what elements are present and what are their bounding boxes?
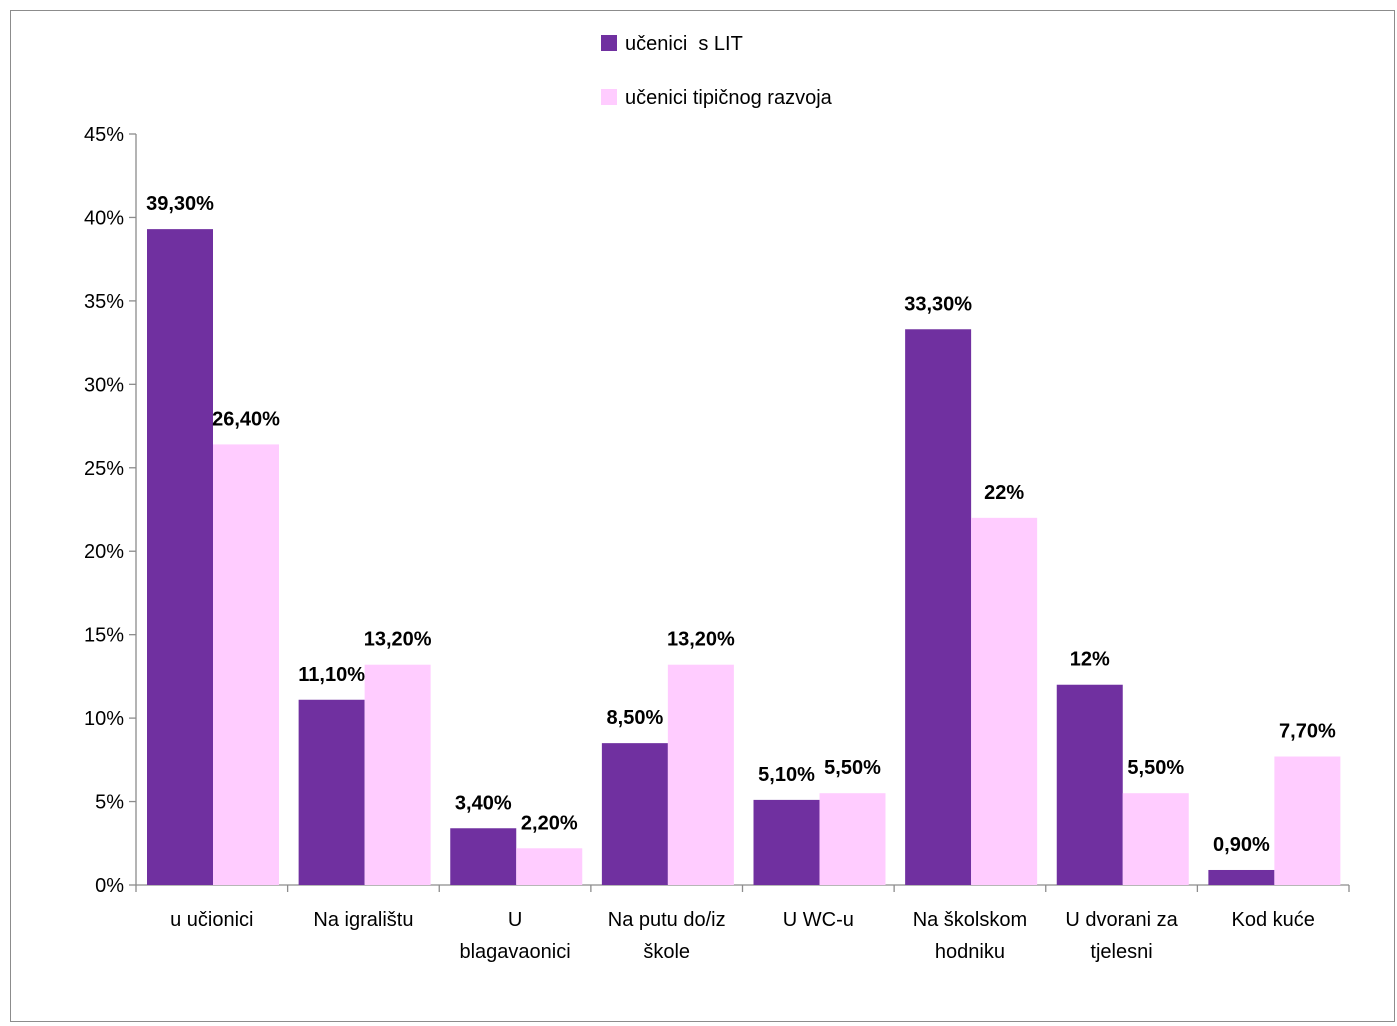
data-label-series-2: 2,20% <box>521 812 578 834</box>
legend: učenici s LIT učenici tipičnog razvoja <box>601 33 833 109</box>
bar-series-1 <box>298 699 365 885</box>
bar-series-2 <box>971 517 1038 885</box>
data-label-series-1: 5,10% <box>758 764 815 786</box>
data-label-series-2: 5,50% <box>824 757 881 779</box>
data-label-series-1: 12% <box>1070 649 1110 671</box>
bar-series-1 <box>1056 684 1123 885</box>
y-tick-label: 20% <box>84 541 124 563</box>
data-label-series-1: 0,90% <box>1213 834 1270 856</box>
bar-series-1 <box>147 229 213 886</box>
x-category-label: Kod kuće <box>1231 909 1314 931</box>
data-label-series-1: 11,10% <box>298 664 365 686</box>
bar-series-1 <box>601 743 668 885</box>
x-category-label: U dvorani za tjelesni <box>1065 909 1178 963</box>
data-label-series-1: 3,40% <box>455 792 512 814</box>
bar-series-2 <box>1274 756 1341 885</box>
data-label-series-2: 13,20% <box>667 629 735 651</box>
data-label-series-2: 22% <box>984 482 1024 504</box>
bar-series-2 <box>819 793 886 885</box>
data-label-series-1: 33,30% <box>904 293 972 315</box>
y-tick-label: 0% <box>95 875 124 897</box>
legend-label-2: učenici tipičnog razvoja <box>625 87 833 109</box>
legend-label-1: učenici s LIT <box>625 33 743 55</box>
bar-series-2 <box>364 664 431 885</box>
bar-chart: učenici s LIT učenici tipičnog razvoja 0%… <box>84 33 1350 963</box>
y-tick-label: 35% <box>84 291 124 313</box>
bar-series-1 <box>1208 869 1275 885</box>
chart-frame: učenici s LIT učenici tipičnog razvoja 0%… <box>10 10 1395 1022</box>
x-category-label: Na putu do/iz škole <box>608 909 726 963</box>
bars <box>147 229 1341 886</box>
data-label-series-2: 5,50% <box>1127 757 1184 779</box>
bar-series-2 <box>213 444 279 885</box>
data-label-series-2: 26,40% <box>212 408 280 430</box>
data-label-series-1: 8,50% <box>607 707 664 729</box>
data-labels: 39,30% 11,10% 3,40% 8,50% 5,10% 33,30% 12% 0,90… <box>146 193 1336 856</box>
y-tick-label: 40% <box>84 207 124 229</box>
data-label-series-2: 7,70% <box>1279 720 1336 742</box>
bar-series-2 <box>516 848 583 885</box>
y-tick-label: 15% <box>84 625 124 647</box>
legend-swatch-2 <box>601 89 617 105</box>
bar-series-1 <box>450 828 517 885</box>
legend-swatch-1 <box>601 35 617 51</box>
data-label-series-1: 39,30% <box>146 193 214 215</box>
x-category-label: Na školskom hodniku <box>913 909 1027 963</box>
y-tick-label: 5% <box>95 792 124 814</box>
bar-series-2 <box>667 664 734 885</box>
bar-series-2 <box>1122 793 1189 885</box>
y-tick-label: 30% <box>84 374 124 396</box>
x-category-label: u učionici <box>170 909 253 931</box>
data-label-series-2: 13,20% <box>364 629 432 651</box>
bar-series-1 <box>753 799 820 885</box>
y-tick-label: 10% <box>84 708 124 730</box>
x-category-label: Na igralištu <box>313 909 413 931</box>
y-axis: 0% 5% 10% 15% 20% 25% 30% 35% 40% 45% <box>84 124 137 897</box>
y-tick-label: 25% <box>84 458 124 480</box>
y-tick-label: 45% <box>84 124 124 146</box>
x-category-label: U WC-u <box>783 909 854 931</box>
bar-series-1 <box>905 329 972 885</box>
